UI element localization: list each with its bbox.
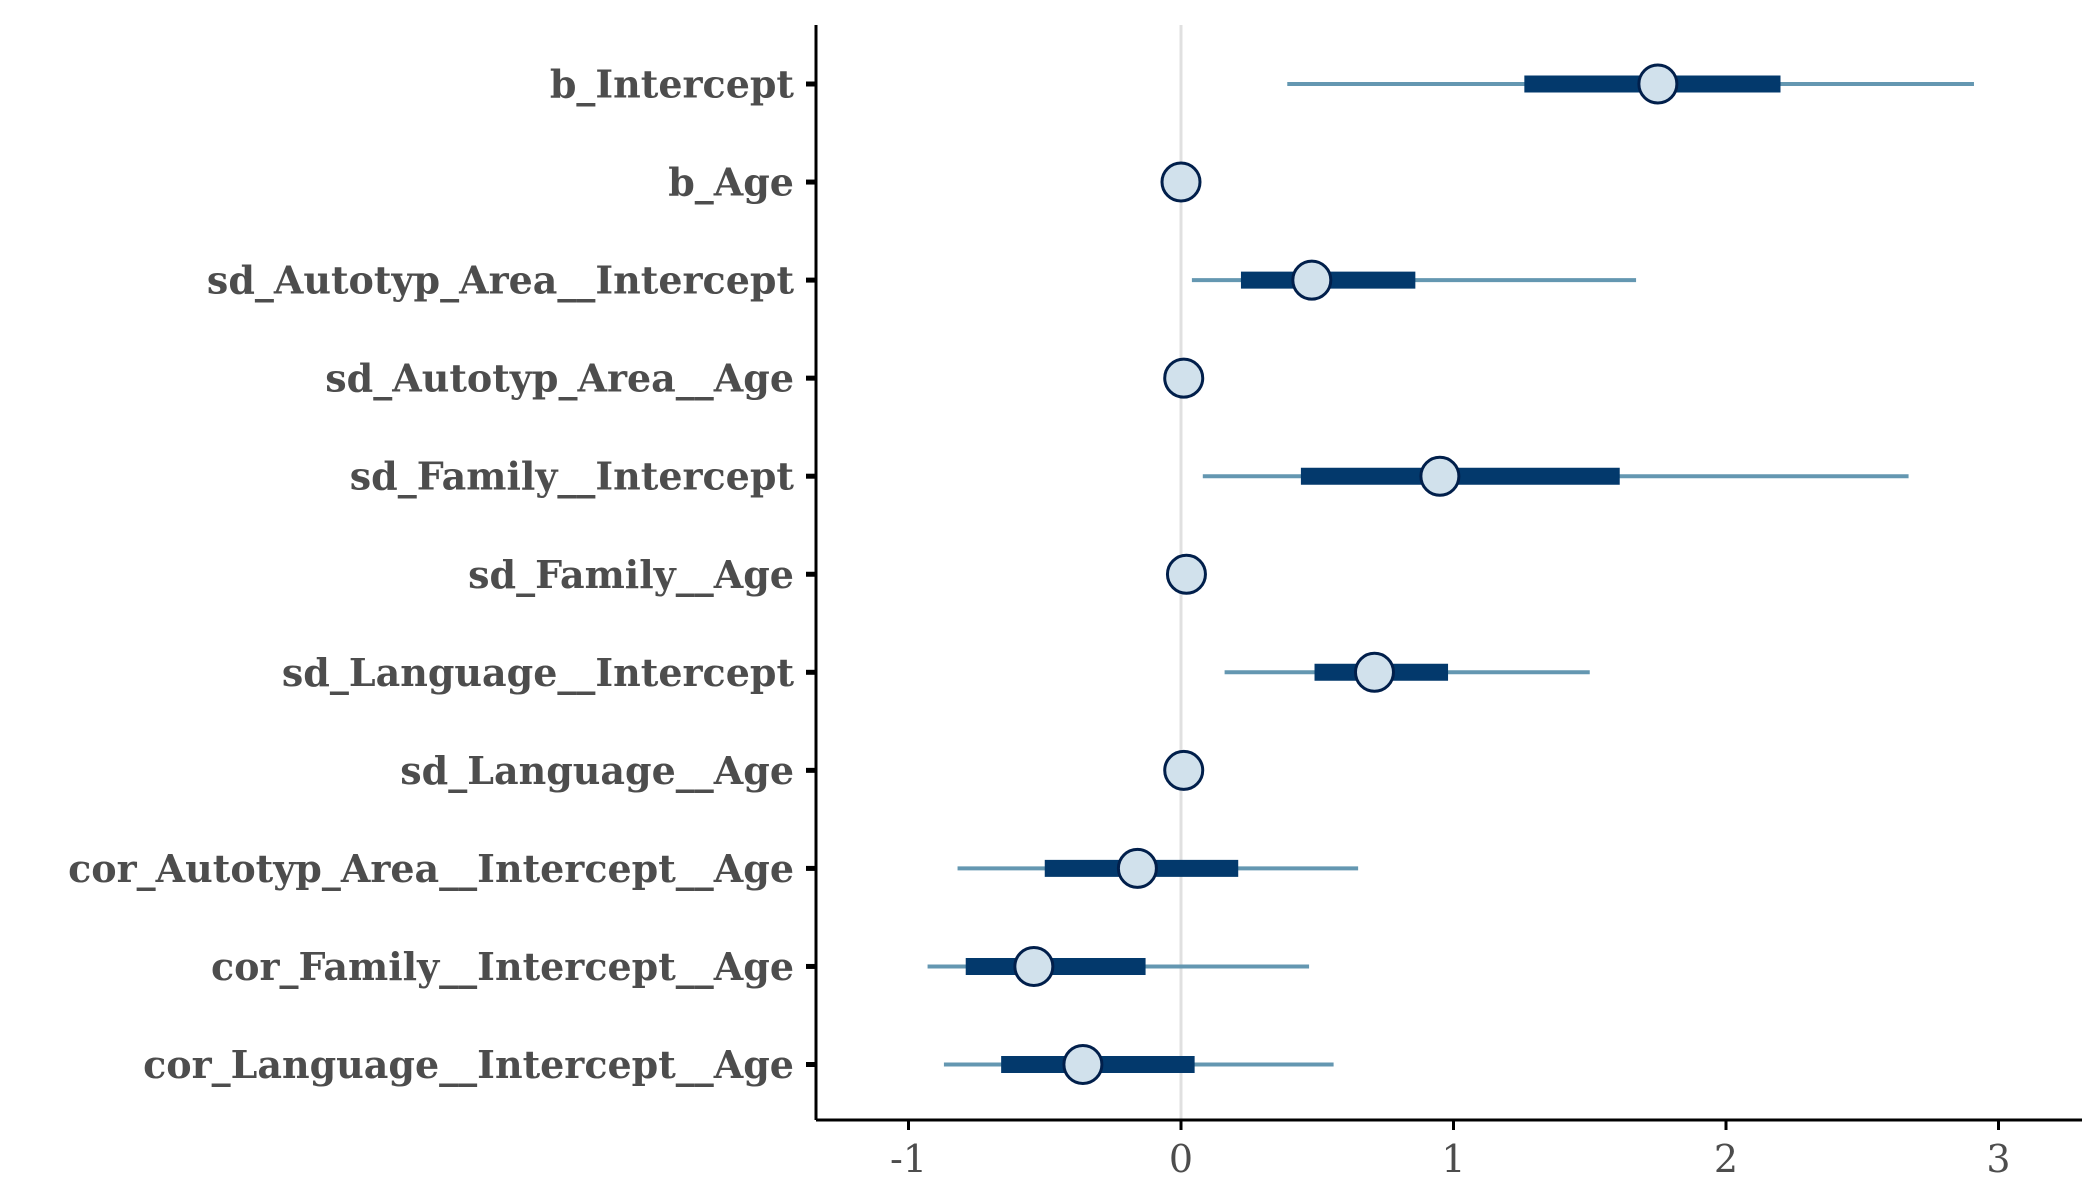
median-point (1116, 847, 1158, 889)
median-point (1353, 651, 1395, 693)
parameter-label: sd_Language__Age (400, 748, 794, 793)
x-tick-label: 3 (1986, 1137, 2010, 1181)
median-point (1419, 455, 1461, 497)
median-point (1163, 749, 1205, 791)
parameter-label: sd_Family__Age (468, 552, 794, 597)
median-point (1062, 1044, 1104, 1085)
parameter-label: cor_Language__Intercept__Age (143, 1042, 794, 1087)
x-tick-label: -1 (890, 1137, 927, 1181)
median-point (1291, 259, 1333, 301)
median-point (1637, 63, 1679, 105)
median-point (1163, 357, 1205, 399)
parameter-label: b_Intercept (550, 62, 795, 107)
parameter-label: cor_Family__Intercept__Age (211, 944, 794, 989)
x-tick-label: 0 (1169, 1137, 1193, 1181)
parameter-label: sd_Family__Intercept (350, 454, 795, 499)
median-point (1013, 945, 1055, 987)
x-tick-label: 1 (1441, 1137, 1465, 1181)
labels-layer: b_Intercept b_Age sd_Autotyp_Area__Interce… (68, 62, 2010, 1182)
parameter-label: cor_Autotyp_Area__Intercept__Age (68, 846, 794, 891)
median-point (1165, 553, 1207, 595)
parameter-label: sd_Autotyp_Area__Age (325, 356, 794, 401)
x-tick-label: 2 (1714, 1137, 1738, 1181)
parameter-label: sd_Autotyp_Area__Intercept (207, 258, 795, 303)
parameter-label: b_Age (668, 160, 794, 205)
median-point (1160, 161, 1202, 203)
axes-layer (806, 25, 2082, 1130)
parameter-label: sd_Language__Intercept (282, 650, 795, 695)
intervals-layer (927, 63, 1974, 1085)
